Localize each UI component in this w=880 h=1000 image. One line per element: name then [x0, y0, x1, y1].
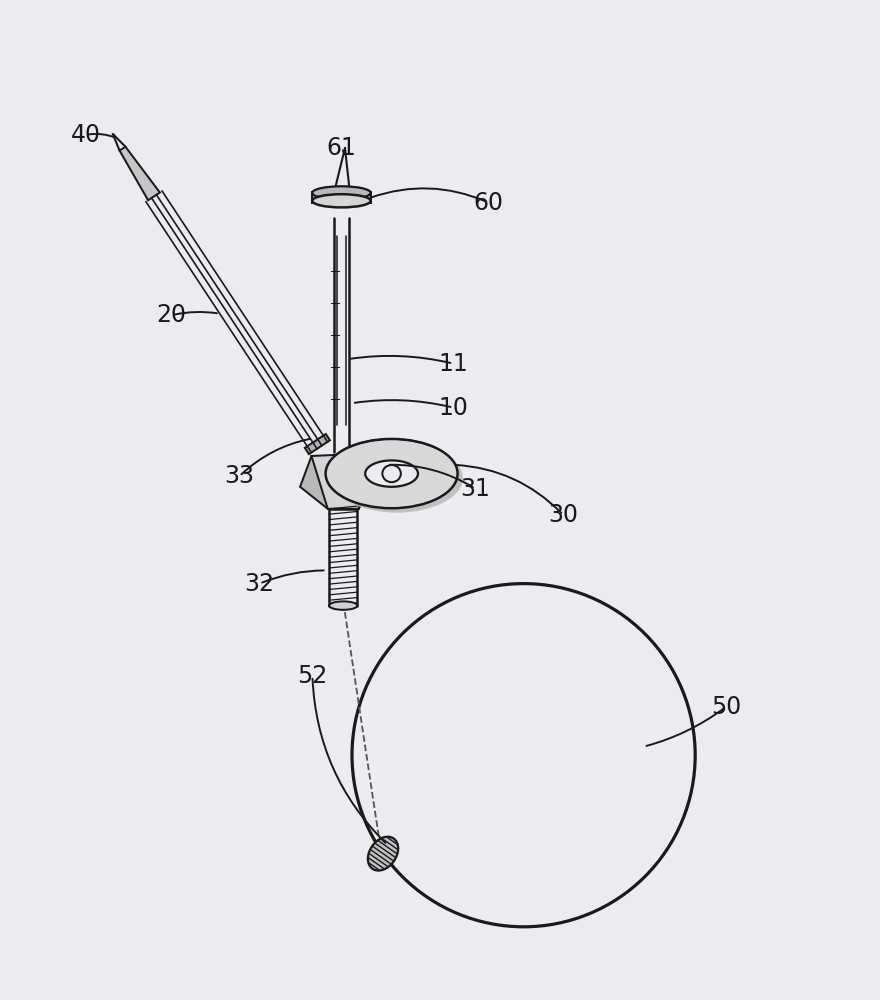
Ellipse shape [329, 601, 357, 610]
Polygon shape [312, 453, 369, 509]
Ellipse shape [368, 837, 398, 871]
Ellipse shape [312, 194, 370, 207]
Text: 61: 61 [326, 136, 356, 160]
Polygon shape [304, 434, 330, 454]
Text: 10: 10 [438, 396, 468, 420]
Ellipse shape [312, 186, 370, 199]
Polygon shape [300, 456, 332, 509]
Polygon shape [120, 147, 160, 200]
Polygon shape [355, 453, 380, 509]
Ellipse shape [365, 460, 418, 487]
Text: 20: 20 [157, 303, 187, 327]
Text: 50: 50 [711, 695, 741, 719]
Text: 32: 32 [245, 572, 275, 596]
Text: 33: 33 [224, 464, 254, 488]
Ellipse shape [326, 439, 458, 508]
Polygon shape [312, 192, 370, 203]
Text: 30: 30 [548, 503, 578, 527]
Text: 40: 40 [71, 123, 101, 147]
Text: 60: 60 [473, 191, 503, 215]
Text: 11: 11 [438, 352, 468, 376]
Text: 31: 31 [460, 477, 490, 501]
Ellipse shape [331, 443, 463, 513]
Text: 52: 52 [297, 664, 327, 688]
